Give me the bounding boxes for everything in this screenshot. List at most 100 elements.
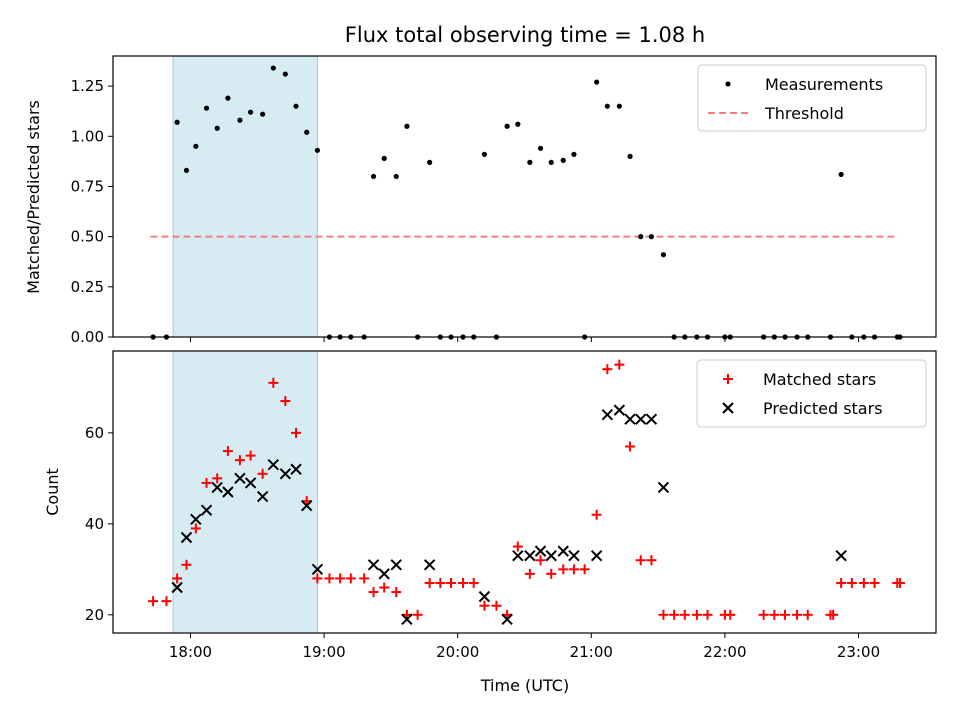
predicted-star-point <box>234 472 246 485</box>
matched-star-point <box>702 609 713 620</box>
measurement-point <box>214 125 220 131</box>
matched-star-point <box>669 609 680 620</box>
matched-star-point <box>828 609 839 620</box>
predicted-star-point <box>624 413 636 425</box>
measurement-point <box>594 79 600 85</box>
measurement-point <box>282 71 288 77</box>
measurement-point <box>248 109 254 115</box>
measurement-point <box>537 145 544 151</box>
predicted-star-point <box>244 477 257 489</box>
measurement-point <box>393 173 399 180</box>
matched-star-point <box>391 587 402 598</box>
predicted-star-point <box>568 549 580 562</box>
matched-star-point <box>769 609 780 620</box>
matched-star-point <box>646 555 657 566</box>
matched-star-point <box>446 577 457 588</box>
chart-title: Flux total observing time = 1.08 h <box>345 23 705 47</box>
measurement-point <box>627 153 633 159</box>
predicted-star-point <box>657 481 670 494</box>
top-panel-frame <box>112 55 937 338</box>
bottom-panel: 20 40 60 18:00 19:00 20:00 21:00 22:00 23:00 Co… <box>43 350 937 695</box>
matched-star-point <box>679 609 690 620</box>
matched-star-point <box>846 577 857 588</box>
predicted-star-point <box>279 468 292 480</box>
matched-star-point <box>212 473 223 484</box>
matched-star-point <box>535 555 546 566</box>
measurement-point <box>481 151 488 157</box>
matched-star-point <box>546 568 557 579</box>
predicted-star-point <box>478 590 491 603</box>
matched-star-point <box>379 582 390 593</box>
bottom-observing-span <box>172 350 318 634</box>
predicted-star-point <box>534 545 547 557</box>
top-y-axis-label: Matched/Predicted stars <box>24 100 43 294</box>
matched-star-point <box>312 573 323 584</box>
predicted-star-point <box>613 404 626 416</box>
measurement-point <box>548 159 554 165</box>
predicted-star-point <box>401 613 413 626</box>
matched-star-point <box>579 564 590 575</box>
predicted-star-point <box>200 504 213 516</box>
matched-star-point <box>291 427 302 438</box>
predicted-star-point <box>267 459 280 471</box>
matched-star-point <box>836 577 847 588</box>
predicted-star-point <box>557 545 569 557</box>
matched-star-point <box>161 596 172 607</box>
measurement-point <box>270 65 276 71</box>
measurement-point <box>604 103 610 109</box>
predicted-star-point <box>635 413 647 425</box>
predicted-star-point <box>290 463 302 475</box>
predicted-star-point <box>423 559 436 571</box>
top-legend: Measurements Threshold <box>697 64 927 132</box>
predicted-star-point <box>835 549 847 562</box>
measurement-point <box>427 159 433 165</box>
top-panel: 0.00 0.25 0.50 0.75 1.00 1.25 Matched/Predict… <box>24 55 937 346</box>
matched-star-point <box>280 396 291 407</box>
predicted-star-point <box>256 490 269 503</box>
matched-star-point <box>368 587 379 598</box>
bottom-y-tick-label: 60 <box>85 424 104 442</box>
measurement-point <box>504 123 510 129</box>
matched-star-point <box>758 609 769 620</box>
bottom-legend: Matched stars Predicted stars <box>696 359 927 428</box>
predicted-star-point <box>512 549 524 562</box>
top-legend-box <box>697 64 927 132</box>
bottom-y-axis-label: Count <box>43 468 62 516</box>
matched-star-point <box>568 564 579 575</box>
predicted-star-point <box>601 408 614 421</box>
matched-star-point <box>725 609 736 620</box>
x-axis-label: Time (UTC) <box>480 676 569 695</box>
matched-star-point <box>335 573 346 584</box>
matched-star-point <box>869 577 880 588</box>
matched-star-point <box>172 573 183 584</box>
legend-matched-label: Matched stars <box>763 370 876 389</box>
matched-star-point <box>635 555 646 566</box>
measurement-point <box>193 143 199 149</box>
matched-star-point <box>257 468 268 479</box>
matched-star-point <box>234 455 245 466</box>
predicted-star-point <box>390 559 402 571</box>
measurement-point <box>660 252 667 258</box>
matched-star-point <box>780 609 791 620</box>
predicted-star-point <box>301 499 313 512</box>
x-tick-label: 22:00 <box>703 643 746 661</box>
matched-star-point <box>190 523 201 534</box>
matched-star-point <box>245 450 256 461</box>
measurement-point <box>381 155 387 161</box>
matched-star-point <box>479 600 490 611</box>
matched-star-point <box>359 573 370 584</box>
top-y-tick-label: 0.50 <box>71 228 104 246</box>
x-tick-label: 19:00 <box>302 643 345 661</box>
predicted-star-point <box>645 413 658 425</box>
matched-star-point <box>792 609 803 620</box>
x-tick-label: 21:00 <box>570 643 613 661</box>
matched-star-point <box>512 541 523 552</box>
bottom-y-tick-label: 20 <box>85 606 104 624</box>
measurement-point <box>370 173 377 180</box>
matched-star-point <box>148 596 159 607</box>
legend-measurements-marker <box>725 81 731 87</box>
measurement-point <box>174 119 180 125</box>
bottom-y-tick-label: 40 <box>85 515 104 533</box>
matched-star-point <box>558 564 569 575</box>
